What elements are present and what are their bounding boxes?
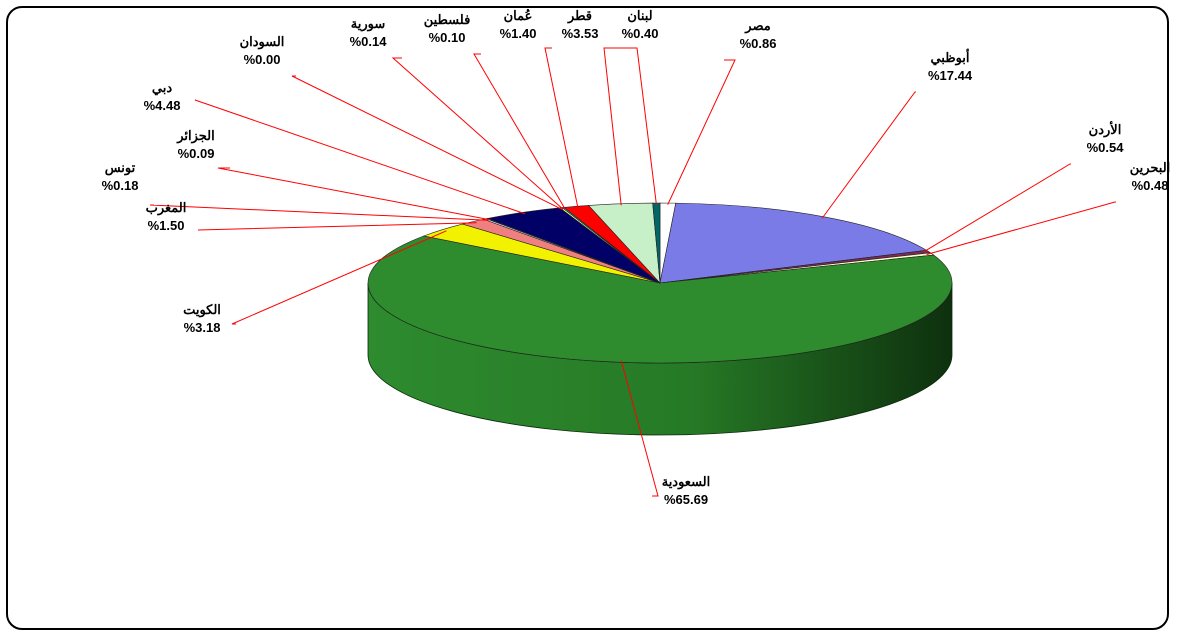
slice-value-label-8: %0.09: [178, 146, 215, 161]
slice-value-label-3: %0.48: [1132, 178, 1169, 193]
slice-category-label-3: البحرين: [1130, 160, 1171, 176]
pie-slice-layer: [367, 202, 953, 364]
slice-value-label-9: %4.48: [144, 98, 181, 113]
leader-line-9: [194, 99, 526, 215]
slice-category-label-14: قطر: [567, 8, 592, 24]
slice-category-label-5: الكويت: [183, 302, 221, 318]
leader-line-6: [197, 222, 477, 231]
slice-value-label-11: %0.14: [350, 34, 388, 49]
slice-category-label-11: سورية: [351, 16, 386, 32]
slice-category-label-15: لبنان: [627, 8, 652, 23]
slice-value-label-2: %0.54: [1087, 140, 1125, 155]
slice-category-label-4: السعودية: [662, 474, 711, 490]
slice-value-label-5: %3.18: [184, 320, 221, 335]
slice-category-label-13: عُمان: [504, 8, 533, 23]
slice-value-label-12: %0.10: [429, 30, 466, 45]
leader-line-13: [544, 47, 579, 208]
leader-line-10: [291, 75, 563, 210]
slice-value-label-15: %0.40: [622, 26, 659, 41]
leader-line-8: [217, 167, 491, 221]
slice-category-label-2: الأردن: [1089, 121, 1122, 138]
leader-line-7: [149, 204, 489, 221]
slice-value-label-1: %17.44: [928, 68, 973, 83]
slice-value-label-10: %0.00: [244, 52, 281, 67]
slice-value-label-7: %0.18: [102, 178, 139, 193]
leader-line-14: [603, 47, 622, 206]
slice-value-label-13: %1.40: [500, 26, 537, 41]
slice-category-label-8: الجزائر: [176, 128, 215, 144]
leader-line-layer: [149, 47, 1116, 497]
slice-category-label-12: فلسطين: [424, 12, 471, 28]
slice-category-label-10: السودان: [240, 34, 285, 50]
leader-line-11: [391, 57, 564, 210]
leader-line-5: [231, 230, 447, 325]
pie-slice-1: [659, 202, 928, 284]
leader-line-2: [922, 163, 1071, 253]
leader-line-4: [620, 360, 659, 497]
slice-category-label-7: تونس: [105, 160, 136, 176]
leader-line-15: [606, 47, 657, 205]
slice-value-label-4: %65.69: [664, 492, 708, 507]
slice-category-label-1: أبوظبي: [930, 49, 969, 66]
pie-slice-4: [367, 235, 953, 364]
slice-category-label-0: مصر: [744, 18, 770, 34]
leader-line-1: [821, 91, 916, 219]
slice-category-label-9: دبي: [152, 80, 172, 96]
slice-category-label-6: المغرب: [146, 200, 187, 216]
slice-value-label-14: %3.53: [562, 26, 599, 41]
label-layer: مصر %0.86 أبوظبي %17.44 الأردن %0.54 البحرين %0…: [102, 8, 1171, 507]
leader-line-3: [926, 201, 1116, 255]
slice-value-label-0: %0.86: [740, 36, 777, 51]
slice-value-label-6: %1.50: [148, 218, 185, 233]
leader-line-12: [473, 53, 566, 210]
leader-line-0: [667, 59, 736, 205]
